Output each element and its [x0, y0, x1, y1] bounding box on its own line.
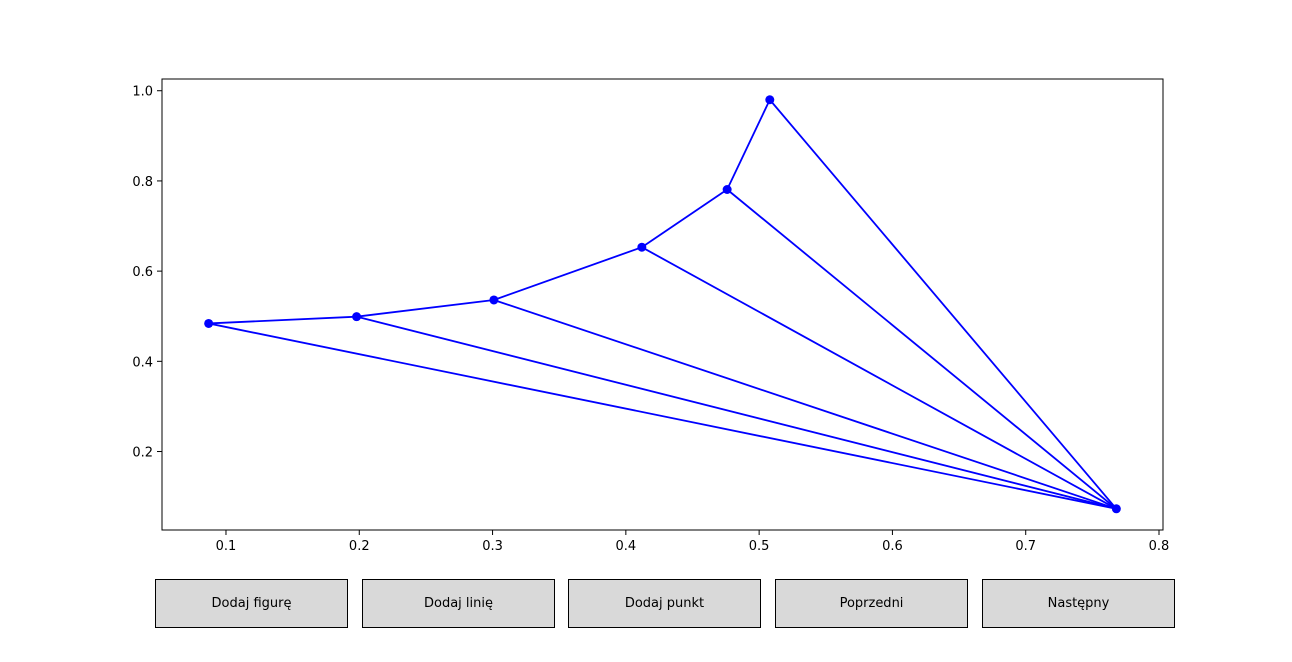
next-button[interactable]: Następny	[982, 579, 1175, 628]
point-4	[722, 184, 732, 194]
edge-3-6	[641, 246, 1117, 510]
x-tick-label: 0.7	[1015, 539, 1036, 554]
point-0	[204, 318, 214, 328]
edge-2-3	[493, 246, 643, 301]
y-tick-label: 0.8	[132, 175, 153, 190]
x-axis: 0.1 0.2 0.3 0.4 0.5 0.6 0.7 0.8	[216, 530, 1170, 554]
chart-edges	[208, 99, 1118, 510]
x-tick-label: 0.1	[216, 539, 237, 554]
y-tick-label: 1.0	[132, 85, 153, 100]
x-tick-label: 0.5	[749, 539, 770, 554]
edge-4-5	[726, 99, 771, 190]
y-tick-label: 0.2	[132, 446, 153, 461]
x-tick-label: 0.6	[882, 539, 903, 554]
point-5	[765, 95, 775, 105]
previous-button[interactable]: Poprzedni	[775, 579, 968, 628]
edge-4-6	[726, 188, 1117, 510]
edge-2-6	[493, 299, 1117, 510]
edge-1-2	[356, 299, 494, 318]
add-figure-button[interactable]: Dodaj figurę	[155, 579, 348, 628]
edge-0-1	[208, 315, 357, 325]
y-tick-label: 0.6	[132, 265, 153, 280]
y-axis: 0.2 0.4 0.6 0.8 1.0	[132, 85, 162, 461]
x-tick-label: 0.8	[1149, 539, 1170, 554]
add-point-button[interactable]: Dodaj punkt	[568, 579, 761, 628]
edge-1-6	[356, 315, 1117, 510]
point-3	[637, 242, 647, 252]
chart-points	[204, 95, 1121, 514]
point-1	[352, 312, 362, 322]
edge-3-4	[641, 188, 728, 248]
edge-0-6	[208, 322, 1117, 510]
x-tick-label: 0.3	[482, 539, 503, 554]
x-tick-label: 0.4	[616, 539, 637, 554]
plot-area	[162, 79, 1163, 530]
point-6	[1111, 504, 1121, 514]
y-tick-label: 0.4	[132, 355, 153, 370]
point-2	[489, 295, 499, 305]
add-line-button[interactable]: Dodaj linię	[362, 579, 555, 628]
edge-5-6	[769, 99, 1118, 510]
plot-frame	[161, 78, 1164, 531]
x-tick-label: 0.2	[349, 539, 370, 554]
